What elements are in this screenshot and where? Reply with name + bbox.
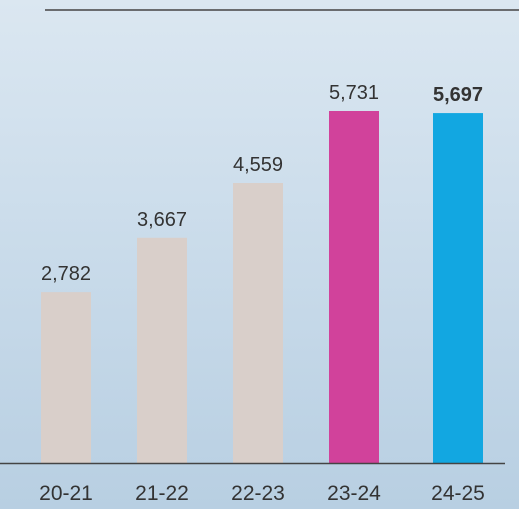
bar xyxy=(233,182,283,463)
value-label: 5,697 xyxy=(433,84,483,106)
x-tick-label: 21-22 xyxy=(135,482,189,505)
value-label: 3,667 xyxy=(137,209,187,231)
bar xyxy=(433,113,483,464)
bar xyxy=(137,237,187,463)
x-tick-label: 24-25 xyxy=(431,482,485,505)
x-tick-label: 22-23 xyxy=(231,482,285,505)
x-tick-label: 23-24 xyxy=(327,482,381,505)
value-label: 4,559 xyxy=(233,154,283,176)
value-label: 2,782 xyxy=(41,263,91,285)
bars: 2,782 3,667 4,559 5,731 5,697 xyxy=(41,82,483,464)
value-label: 5,731 xyxy=(329,82,379,104)
bar xyxy=(41,292,91,463)
x-tick-label: 20-21 xyxy=(39,482,93,505)
bar xyxy=(329,111,379,463)
